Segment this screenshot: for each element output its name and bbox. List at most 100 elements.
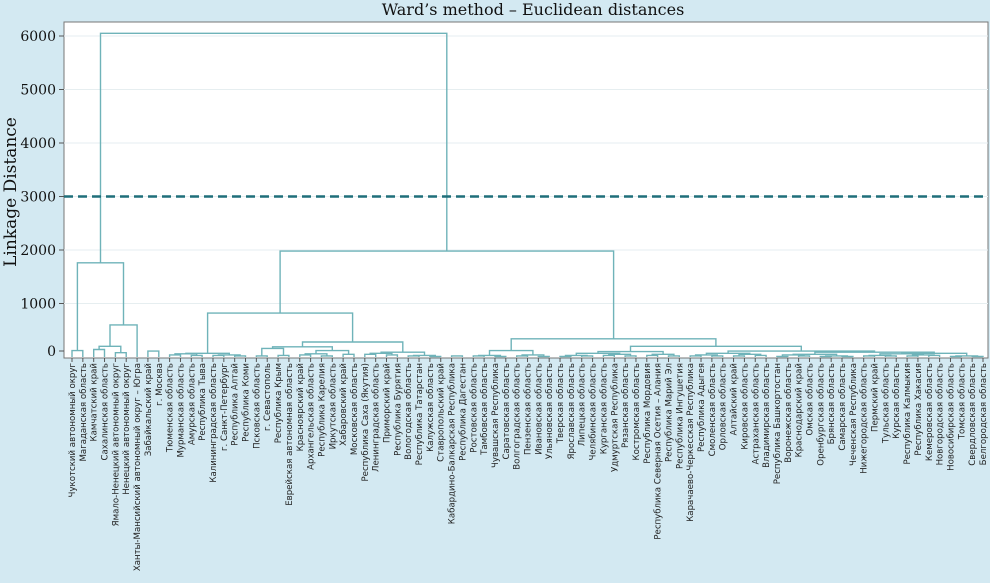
dendrogram-link (776, 355, 789, 358)
x-tick-label: Рязанская область (621, 363, 631, 448)
x-tick-label: г. Москва (155, 363, 165, 406)
x-tick-label: Республика Башкортостан (773, 363, 783, 484)
y-tick-label: 1000 (20, 297, 56, 313)
x-tick-label: Смоленская область (708, 363, 718, 456)
dendrogram-link (99, 32, 448, 263)
x-tick-label: Тюменская область (166, 363, 176, 453)
x-tick-label: Республика Тыва (198, 363, 208, 441)
dendrogram-link (559, 355, 572, 358)
x-tick-label: Алтайский край (730, 363, 740, 436)
x-tick-label: Курская область (892, 363, 902, 439)
x-tick-label: Костромская область (632, 363, 642, 460)
dendrogram-link (868, 354, 892, 357)
x-tick-label: Республика Адыгея (697, 363, 707, 452)
x-tick-label: Новосибирская область (947, 363, 957, 471)
x-tick-label: Ставропольский край (437, 363, 447, 462)
x-tick-label: Белгородская область (979, 363, 989, 465)
dendrogram-link (537, 355, 550, 358)
x-tick-label: Новгородская область (936, 363, 946, 465)
x-tick-label: Ивановская область (534, 363, 544, 455)
x-tick-label: Воронежская область (784, 363, 794, 463)
y-tick-label: 0 (47, 344, 56, 360)
x-tick-label: Сахалинская область (101, 363, 111, 461)
x-tick-label: Республика Татарстан (415, 363, 425, 465)
x-tick-label: Нижегородская область (860, 363, 870, 474)
x-tick-label: Томская область (957, 363, 967, 440)
x-tick-label: Магаданская область (79, 363, 89, 461)
x-tick-label: Московская область (350, 363, 360, 455)
x-tick-label: Амурская область (187, 363, 197, 445)
x-tick-label: Самарская область (838, 363, 848, 451)
x-tick-label: Забайкальский край (144, 363, 154, 456)
x-tick-label: Еврейская автономная область (285, 363, 295, 506)
x-tick-label: Саратовская область (502, 363, 512, 460)
x-tick-label: Камчатский край (90, 363, 100, 442)
x-tick-label: Тамбовская область (480, 363, 490, 456)
x-tick-label: Калужская область (426, 363, 436, 452)
x-tick-label: Пензенская область (524, 363, 534, 455)
x-tick-label: Пермский край (871, 363, 881, 432)
chart-title: Ward’s method – Euclidean distances (382, 0, 685, 19)
x-tick-label: Кемеровская область (925, 363, 935, 461)
x-tick-label: Республика Коми (242, 363, 252, 442)
x-tick-label: Республика Алтай (231, 363, 241, 446)
x-axis-labels: Чукотский автономный округ Магаданская об… (68, 358, 989, 571)
x-tick-label: Кировская область (740, 363, 750, 450)
x-tick-label: Чувашская Республика (491, 363, 501, 468)
x-tick-label: Республика Бурятия (393, 363, 403, 456)
y-axis: 0 1000 2000 3000 4000 5000 6000 (20, 29, 64, 360)
dendrogram-link (825, 355, 849, 357)
x-tick-label: Волгоградская область (513, 363, 523, 470)
x-tick-label: Карачаево-Черкесская Республика (686, 363, 696, 522)
x-tick-label: Республика Северная Осетия – Алания (654, 363, 664, 540)
x-tick-label: Оренбургская область (816, 363, 826, 466)
dendrogram-link (955, 355, 979, 357)
x-tick-label: Чукотский автономный округ (68, 363, 78, 498)
dendrogram-branches (71, 32, 984, 358)
x-tick-label: Ненецкий автономный округ (122, 363, 132, 495)
x-tick-label: Омская область (806, 363, 816, 435)
x-tick-label: Астраханская область (751, 363, 761, 465)
dendrogram-link (494, 355, 507, 358)
y-tick-label: 4000 (20, 136, 56, 152)
x-tick-label: Краснодарский край (795, 363, 805, 457)
x-tick-label: Брянская область (827, 363, 837, 444)
x-tick-label: Ленинградская область (372, 363, 382, 472)
y-tick-label: 6000 (20, 29, 56, 45)
x-tick-label: Псковская область (252, 363, 262, 449)
dendrogram-link (147, 350, 160, 357)
x-tick-label: Республика Калмыкия (903, 363, 913, 465)
x-tick-label: Курганская область (599, 363, 609, 454)
x-tick-label: Мурманская область (177, 363, 187, 458)
x-tick-label: Владимирская область (762, 363, 772, 468)
x-tick-label: Иркутская область (328, 363, 338, 449)
x-tick-label: Удмуртская Республика (610, 363, 620, 472)
x-tick-label: Хабаровский край (339, 363, 349, 446)
y-tick-label: 5000 (20, 83, 56, 99)
plot-area (63, 21, 989, 359)
x-tick-label: Тверская область (556, 363, 566, 444)
y-tick-label: 2000 (20, 243, 56, 259)
x-tick-label: Республика Мордовия (643, 363, 653, 464)
x-tick-label: Свердловская область (968, 363, 978, 466)
x-tick-label: Чеченская Республика (849, 363, 859, 466)
x-tick-label: Ханты-Мансийский автономный округ – Югра (133, 363, 143, 571)
x-tick-label: Республика Крым (274, 363, 284, 443)
x-tick-label: Архангельская область (307, 363, 317, 470)
x-tick-label: Ямало-Ненецкий автономный округ (111, 363, 121, 527)
y-tick-label: 3000 (20, 190, 56, 206)
x-tick-label: Республика Карелия (317, 363, 327, 457)
x-tick-label: Республика Марий Эл (665, 363, 675, 462)
x-tick-label: Республика Дагестан (458, 363, 468, 461)
x-tick-label: Кабардино-Балкарская Республика (448, 363, 458, 524)
x-tick-label: Ярославская область (567, 363, 577, 459)
x-tick-label: г. Санкт-Петербург (220, 363, 230, 451)
x-tick-label: Калининградская область (209, 363, 219, 483)
x-tick-label: Орловская область (719, 363, 729, 450)
x-tick-label: Республика Саха (Якутия) (361, 363, 371, 482)
x-tick-label: Красноярский край (296, 363, 306, 451)
x-tick-label: Челябинская область (589, 363, 599, 461)
y-axis-label: Linkage Distance (1, 117, 21, 267)
x-tick-label: Вологодская область (404, 363, 414, 460)
x-tick-label: Приморский край (383, 363, 393, 443)
